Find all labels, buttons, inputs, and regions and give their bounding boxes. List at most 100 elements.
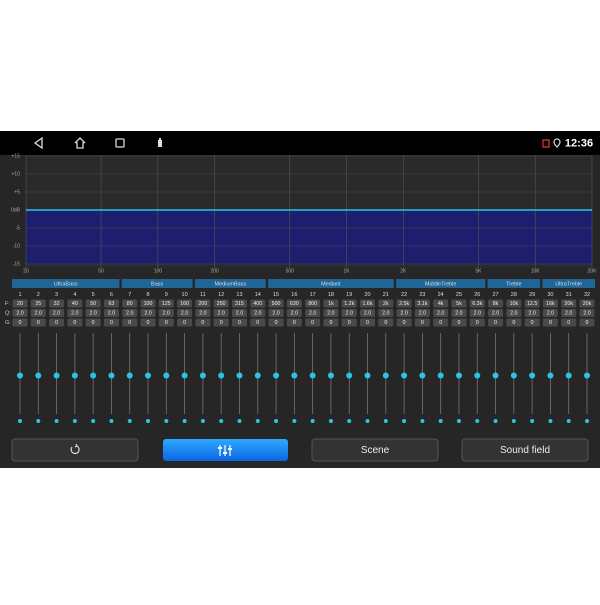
band-cell (122, 309, 138, 317)
band-group-label: MiddleTreble (425, 281, 457, 287)
band-number: 30 (547, 292, 553, 298)
band-group (194, 279, 266, 288)
band-number: 18 (328, 292, 334, 298)
reset-icon (70, 443, 80, 455)
band-cell (122, 299, 138, 308)
band-cell (506, 299, 522, 308)
band-group (12, 279, 120, 288)
band-f: 125 (162, 301, 171, 307)
band-q: 2.0 (547, 311, 554, 317)
slider-end (146, 419, 151, 423)
slider-knob[interactable] (254, 372, 261, 379)
band-cell (323, 299, 339, 308)
band-cell (158, 309, 174, 317)
band-cell (433, 318, 449, 327)
slider-knob[interactable] (382, 372, 389, 379)
band-group (487, 279, 541, 288)
band-number: 22 (401, 292, 407, 298)
slider-knob[interactable] (309, 372, 316, 379)
slider-knob[interactable] (492, 372, 499, 379)
band-f: 4k (438, 301, 444, 307)
band-number: 16 (291, 292, 297, 298)
band-number: 9 (165, 292, 168, 298)
band-number: 10 (182, 292, 188, 298)
band-g: 0 (256, 320, 259, 326)
recent-button[interactable] (115, 138, 125, 148)
scene-label: Scene (361, 445, 390, 456)
slider-knob[interactable] (108, 372, 115, 379)
band-f: 1.2k (344, 301, 354, 307)
slider-knob[interactable] (35, 372, 42, 379)
slider-knob[interactable] (364, 372, 371, 379)
slider-end (182, 419, 187, 423)
slider-knob[interactable] (584, 372, 590, 379)
band-cell (360, 299, 376, 308)
band-group-label: Mediant (321, 281, 341, 287)
slider-knob[interactable] (419, 372, 426, 379)
slider-knob[interactable] (529, 372, 536, 379)
band-q: 2.0 (236, 311, 243, 317)
band-cell (488, 299, 504, 308)
band-cell (488, 318, 504, 327)
slider-knob[interactable] (218, 372, 225, 379)
slider-knob[interactable] (90, 372, 97, 379)
band-cell (323, 318, 339, 327)
band-number: 32 (584, 292, 590, 298)
slider-knob[interactable] (199, 372, 206, 379)
slider-knob[interactable] (163, 372, 170, 379)
slider-knob[interactable] (474, 372, 481, 379)
x-tick-label: 20K (588, 268, 598, 274)
band-f: 32 (54, 301, 60, 307)
slider-knob[interactable] (455, 372, 462, 379)
slider-knob[interactable] (291, 372, 298, 379)
slider-knob[interactable] (126, 372, 133, 379)
band-q: 2.0 (144, 311, 151, 317)
band-number: 26 (474, 292, 480, 298)
band-g: 0 (73, 320, 76, 326)
slider-knob[interactable] (145, 372, 152, 379)
slider-knob[interactable] (236, 372, 243, 379)
band-cell (268, 299, 284, 308)
slider-knob[interactable] (547, 372, 554, 379)
row-label: G: (5, 320, 11, 326)
band-cell (579, 309, 595, 317)
slider-knob[interactable] (17, 372, 23, 379)
band-cell (433, 309, 449, 317)
band-cell (542, 318, 558, 327)
band-cell (469, 309, 485, 317)
sound-field-button[interactable] (461, 438, 589, 462)
band-f: 20k (564, 301, 573, 307)
slider-knob[interactable] (437, 372, 444, 379)
band-number: 8 (147, 292, 150, 298)
slider-knob[interactable] (346, 372, 353, 379)
band-q: 2.0 (419, 311, 426, 317)
x-tick-label: 200 (210, 268, 219, 274)
slider-knob[interactable] (401, 372, 408, 379)
slider-end (164, 419, 169, 423)
band-group (268, 279, 394, 288)
band-g: 0 (348, 320, 351, 326)
slider-knob[interactable] (273, 372, 280, 379)
slider-knob[interactable] (327, 372, 334, 379)
scene-button[interactable] (311, 438, 439, 462)
home-button[interactable] (74, 137, 86, 149)
slider-knob[interactable] (181, 372, 188, 379)
band-cell (213, 318, 229, 327)
band-cell (414, 299, 430, 308)
reset-button[interactable] (11, 438, 139, 462)
band-number: 7 (128, 292, 131, 298)
band-cell (231, 309, 247, 317)
notification-icon (542, 139, 550, 148)
band-f: 200 (198, 301, 207, 307)
slider-knob[interactable] (510, 372, 517, 379)
band-cell (231, 299, 247, 308)
slider-end (402, 419, 407, 423)
band-f: 40 (72, 301, 78, 307)
band-cell (103, 309, 119, 317)
slider-knob[interactable] (71, 372, 78, 379)
slider-knob[interactable] (565, 372, 572, 379)
slider-knob[interactable] (53, 372, 60, 379)
band-cell (579, 318, 595, 327)
back-button[interactable] (33, 136, 43, 150)
slider-end (365, 419, 370, 423)
